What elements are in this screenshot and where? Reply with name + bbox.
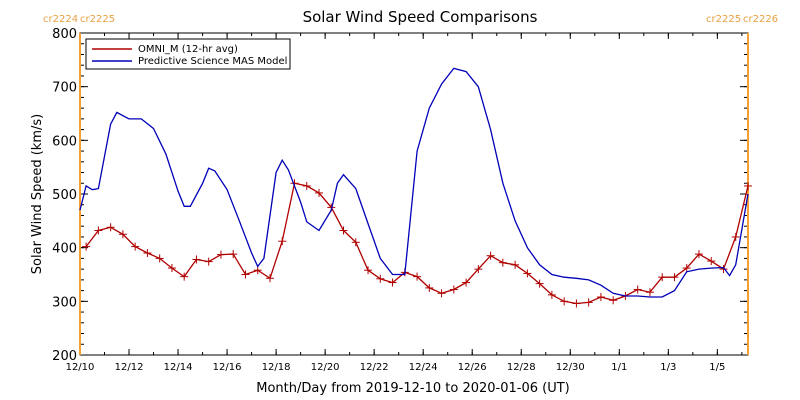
legend-label-mas: Predictive Science MAS Model (138, 56, 287, 67)
data-point (106, 223, 115, 232)
data-point (229, 250, 238, 259)
x-tick-label: 12/28 (507, 362, 536, 373)
y-tick-label: 800 (52, 27, 77, 42)
data-point (364, 266, 373, 275)
chart-title: Solar Wind Speed Comparisons (303, 8, 538, 26)
x-tick-label: 1/3 (660, 362, 676, 373)
x-axis-title: Month/Day from 2019-12-10 to 2020-01-06 … (256, 381, 569, 396)
x-tick-label: 12/16 (213, 362, 242, 373)
data-point (253, 266, 262, 275)
data-point (437, 289, 446, 298)
data-point (192, 255, 201, 264)
data-point (572, 299, 581, 308)
data-point (449, 285, 458, 294)
x-tick-label: 1/1 (611, 362, 627, 373)
data-point (180, 272, 189, 281)
data-point (376, 274, 385, 283)
legend-box (85, 38, 291, 70)
rotation-label-after: cr2225 (80, 14, 115, 25)
data-point (694, 250, 703, 259)
data-point (670, 273, 679, 282)
data-point (167, 264, 176, 273)
data-point (265, 274, 274, 283)
data-point (315, 188, 324, 197)
data-point (118, 230, 127, 239)
data-point (498, 258, 507, 267)
rotation-label-before: cr2224 (43, 14, 78, 25)
data-point (523, 269, 532, 278)
y-tick-label: 700 (52, 81, 77, 96)
x-tick-label: 12/18 (262, 362, 291, 373)
data-point (131, 242, 140, 251)
y-tick-label: 300 (52, 295, 77, 310)
data-point (474, 265, 483, 274)
data-point (584, 298, 593, 307)
x-tick-label: 12/26 (458, 362, 487, 373)
data-point (511, 260, 520, 269)
x-tick-label: 12/10 (66, 362, 95, 373)
data-point (339, 226, 348, 235)
data-point (535, 279, 544, 288)
y-tick-label: 600 (52, 134, 77, 149)
series-layer (79, 67, 752, 308)
rotation-labels: cr2224 cr2225 cr2225 cr2226 (43, 14, 778, 25)
data-point (155, 254, 164, 263)
data-point (425, 283, 434, 292)
data-point (596, 293, 605, 302)
y-axis-title: Solar Wind Speed (km/s) (30, 114, 45, 274)
plot-area: 12/10 12/12 12/14 12/16 12/18 12/20 12/22 12/24… (52, 27, 752, 373)
data-point (241, 270, 250, 279)
x-tick-label: 12/12 (115, 362, 144, 373)
data-point (388, 278, 397, 287)
data-point (645, 288, 654, 297)
y-tick-label: 500 (52, 188, 77, 203)
data-point (278, 237, 287, 246)
data-point (719, 265, 728, 274)
x-axis-ticks: 12/10 12/12 12/14 12/16 12/18 12/20 12/22 12/24… (66, 33, 743, 373)
x-tick-label: 12/22 (360, 362, 389, 373)
rotation-label-before: cr2225 (706, 14, 741, 25)
data-point (94, 226, 103, 235)
rotation-label-after: cr2226 (743, 14, 778, 25)
data-point (351, 238, 360, 247)
series-line-1 (79, 67, 749, 298)
data-point (633, 285, 642, 294)
data-point (204, 257, 213, 266)
data-point (707, 257, 716, 266)
x-tick-label: 12/24 (409, 362, 438, 373)
y-tick-label: 200 (52, 349, 77, 364)
data-point (560, 297, 569, 306)
data-point (744, 181, 752, 190)
data-point (682, 264, 691, 273)
data-point (658, 273, 667, 282)
legend-label-omni: OMNI_M (12-hr avg) (138, 44, 238, 55)
data-point (731, 232, 740, 241)
x-tick-label: 1/5 (709, 362, 725, 373)
data-point (486, 251, 495, 260)
x-tick-label: 12/30 (556, 362, 585, 373)
data-point (216, 250, 225, 259)
y-tick-label: 400 (52, 242, 77, 257)
x-tick-label: 12/14 (164, 362, 193, 373)
data-point (143, 249, 152, 258)
data-point (82, 242, 91, 251)
data-point (462, 278, 471, 287)
data-point (609, 296, 618, 305)
data-point (413, 272, 422, 281)
data-point (547, 290, 556, 299)
legend: OMNI_M (12-hr avg) Predictive Science MA… (85, 38, 291, 70)
x-tick-label: 12/20 (311, 362, 340, 373)
data-point (302, 181, 311, 190)
